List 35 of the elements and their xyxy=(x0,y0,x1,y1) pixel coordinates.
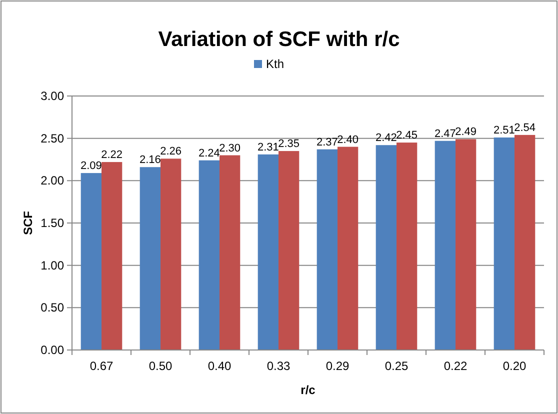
data-label: 2.31 xyxy=(257,141,279,154)
data-label: 2.35 xyxy=(278,138,300,150)
data-label: 2.47 xyxy=(434,128,456,140)
y-tick-label: 2.50 xyxy=(40,131,64,146)
data-label: 2.26 xyxy=(160,146,182,158)
chart-title: Variation of SCF with r/c xyxy=(158,28,400,51)
x-tick-label: 0.20 xyxy=(502,359,526,373)
x-tick-label: 0.33 xyxy=(266,359,290,373)
y-axis-title: SCF xyxy=(21,211,35,235)
x-tick-label: 0.50 xyxy=(148,359,172,373)
data-label: 2.49 xyxy=(455,126,477,138)
y-tick-label: 0.50 xyxy=(40,300,64,315)
y-tick-label: 2.00 xyxy=(40,174,64,188)
data-label: 2.51 xyxy=(493,124,515,136)
y-tick-label: 0.00 xyxy=(40,343,64,357)
x-axis-title: r/c xyxy=(300,383,316,397)
y-tick-label: 3.00 xyxy=(40,89,64,103)
x-tick-label: 0.25 xyxy=(384,359,408,373)
data-label: 2.37 xyxy=(316,136,338,148)
x-tick-label: 0.22 xyxy=(444,359,468,373)
x-tick-label: 0.67 xyxy=(90,359,114,373)
data-label: 2.45 xyxy=(396,130,418,142)
x-tick-label: 0.29 xyxy=(326,359,350,373)
data-label: 2.16 xyxy=(139,154,161,166)
data-label: 2.40 xyxy=(337,134,359,146)
y-tick-label: 1.50 xyxy=(40,216,64,230)
data-label: 2.54 xyxy=(514,122,536,134)
data-label: 2.22 xyxy=(101,149,123,162)
data-label: 2.30 xyxy=(219,142,241,154)
data-label: 2.42 xyxy=(375,132,397,144)
legend-label: Kth xyxy=(266,57,284,71)
x-tick-label: 0.40 xyxy=(208,359,232,373)
data-label: 2.09 xyxy=(80,160,102,172)
data-label: 2.24 xyxy=(198,147,220,160)
y-tick-label: 1.00 xyxy=(40,258,64,272)
